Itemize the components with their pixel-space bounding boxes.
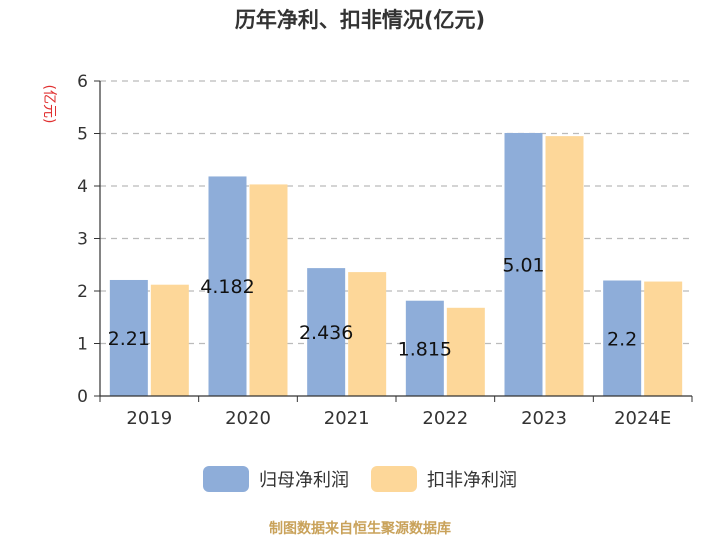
legend: 归母净利润 扣非净利润 xyxy=(0,466,720,492)
legend-label-deducted-profit: 扣非净利润 xyxy=(427,470,517,491)
y-tick-label: 4 xyxy=(77,177,88,197)
data-label-net-profit-2020: 4.182 xyxy=(200,276,254,298)
x-tick-label-2021: 2021 xyxy=(324,408,370,429)
x-tick-label-2024E: 2024E xyxy=(614,408,671,429)
y-axis-label: (亿元) xyxy=(41,85,57,124)
x-tick-label-2022: 2022 xyxy=(422,408,468,429)
bar-net-profit-2019[interactable] xyxy=(109,279,148,396)
legend-item-net-profit[interactable]: 归母净利润 xyxy=(203,466,349,492)
bar-net-profit-2020[interactable] xyxy=(208,176,247,396)
bar-net-profit-2021[interactable] xyxy=(307,268,346,396)
data-labels: 2.21 4.182 2.436 1.815 5.01 2.2 xyxy=(108,254,638,360)
data-label-net-profit-2022: 1.815 xyxy=(398,338,452,360)
data-label-net-profit-2024E: 2.2 xyxy=(607,328,637,350)
y-tick-label: 2 xyxy=(77,282,88,302)
bars xyxy=(109,132,683,397)
legend-label-net-profit: 归母净利润 xyxy=(259,470,349,491)
bar-deducted-profit-2021[interactable] xyxy=(348,272,387,396)
bar-deducted-profit-2023[interactable] xyxy=(545,136,584,396)
legend-item-deducted-profit[interactable]: 扣非净利润 xyxy=(371,466,517,492)
bar-deducted-profit-2019[interactable] xyxy=(150,284,189,396)
bar-deducted-profit-2024E[interactable] xyxy=(644,281,683,396)
data-label-net-profit-2019: 2.21 xyxy=(108,328,150,350)
chart-title: 历年净利、扣非情况(亿元) xyxy=(234,8,486,32)
x-tick-label-2020: 2020 xyxy=(225,408,271,429)
data-label-net-profit-2021: 2.436 xyxy=(299,322,353,344)
y-tick-label: 1 xyxy=(77,335,88,355)
y-tick-label: 6 xyxy=(77,72,88,92)
bar-deducted-profit-2022[interactable] xyxy=(446,307,485,396)
y-tick-label: 3 xyxy=(77,230,88,250)
data-label-net-profit-2023: 5.01 xyxy=(502,254,544,276)
x-tick-label-2023: 2023 xyxy=(521,408,567,429)
bar-net-profit-2023[interactable] xyxy=(504,132,543,396)
axes: 0 1 2 3 4 5 6 2019 2020 2021 2022 2023 2024E xyxy=(77,72,693,429)
x-tick-label-2019: 2019 xyxy=(126,408,172,429)
bar-deducted-profit-2020[interactable] xyxy=(249,184,288,396)
bar-net-profit-2024E[interactable] xyxy=(603,280,642,397)
legend-swatch-net-profit xyxy=(203,466,249,492)
y-tick-label: 0 xyxy=(77,387,88,407)
source-note: 制图数据来自恒生聚源数据库 xyxy=(269,521,451,537)
y-tick-label: 5 xyxy=(77,125,88,145)
bar-net-profit-2022[interactable] xyxy=(405,300,444,396)
legend-swatch-deducted-profit xyxy=(371,466,417,492)
